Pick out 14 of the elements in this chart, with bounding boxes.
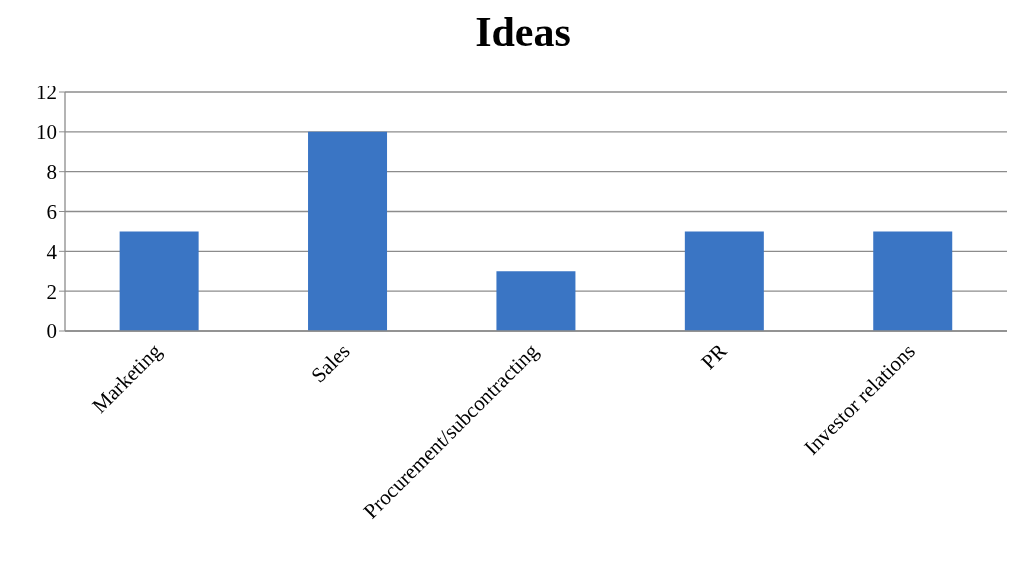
y-tick-label: 6 (46, 199, 57, 224)
x-tick-label: PR (696, 338, 732, 375)
y-tick-label: 10 (36, 120, 57, 145)
y-tick-label: 12 (36, 80, 57, 105)
bar (308, 131, 388, 331)
bar (119, 231, 199, 331)
y-tick-label: 4 (46, 239, 58, 264)
chart-title: Ideas (475, 9, 571, 55)
y-tick-label: 8 (46, 160, 57, 185)
bar (873, 231, 953, 331)
bar (496, 271, 576, 331)
y-tick-label: 0 (46, 319, 57, 344)
y-tick-label: 2 (46, 279, 57, 304)
bar (684, 231, 764, 331)
